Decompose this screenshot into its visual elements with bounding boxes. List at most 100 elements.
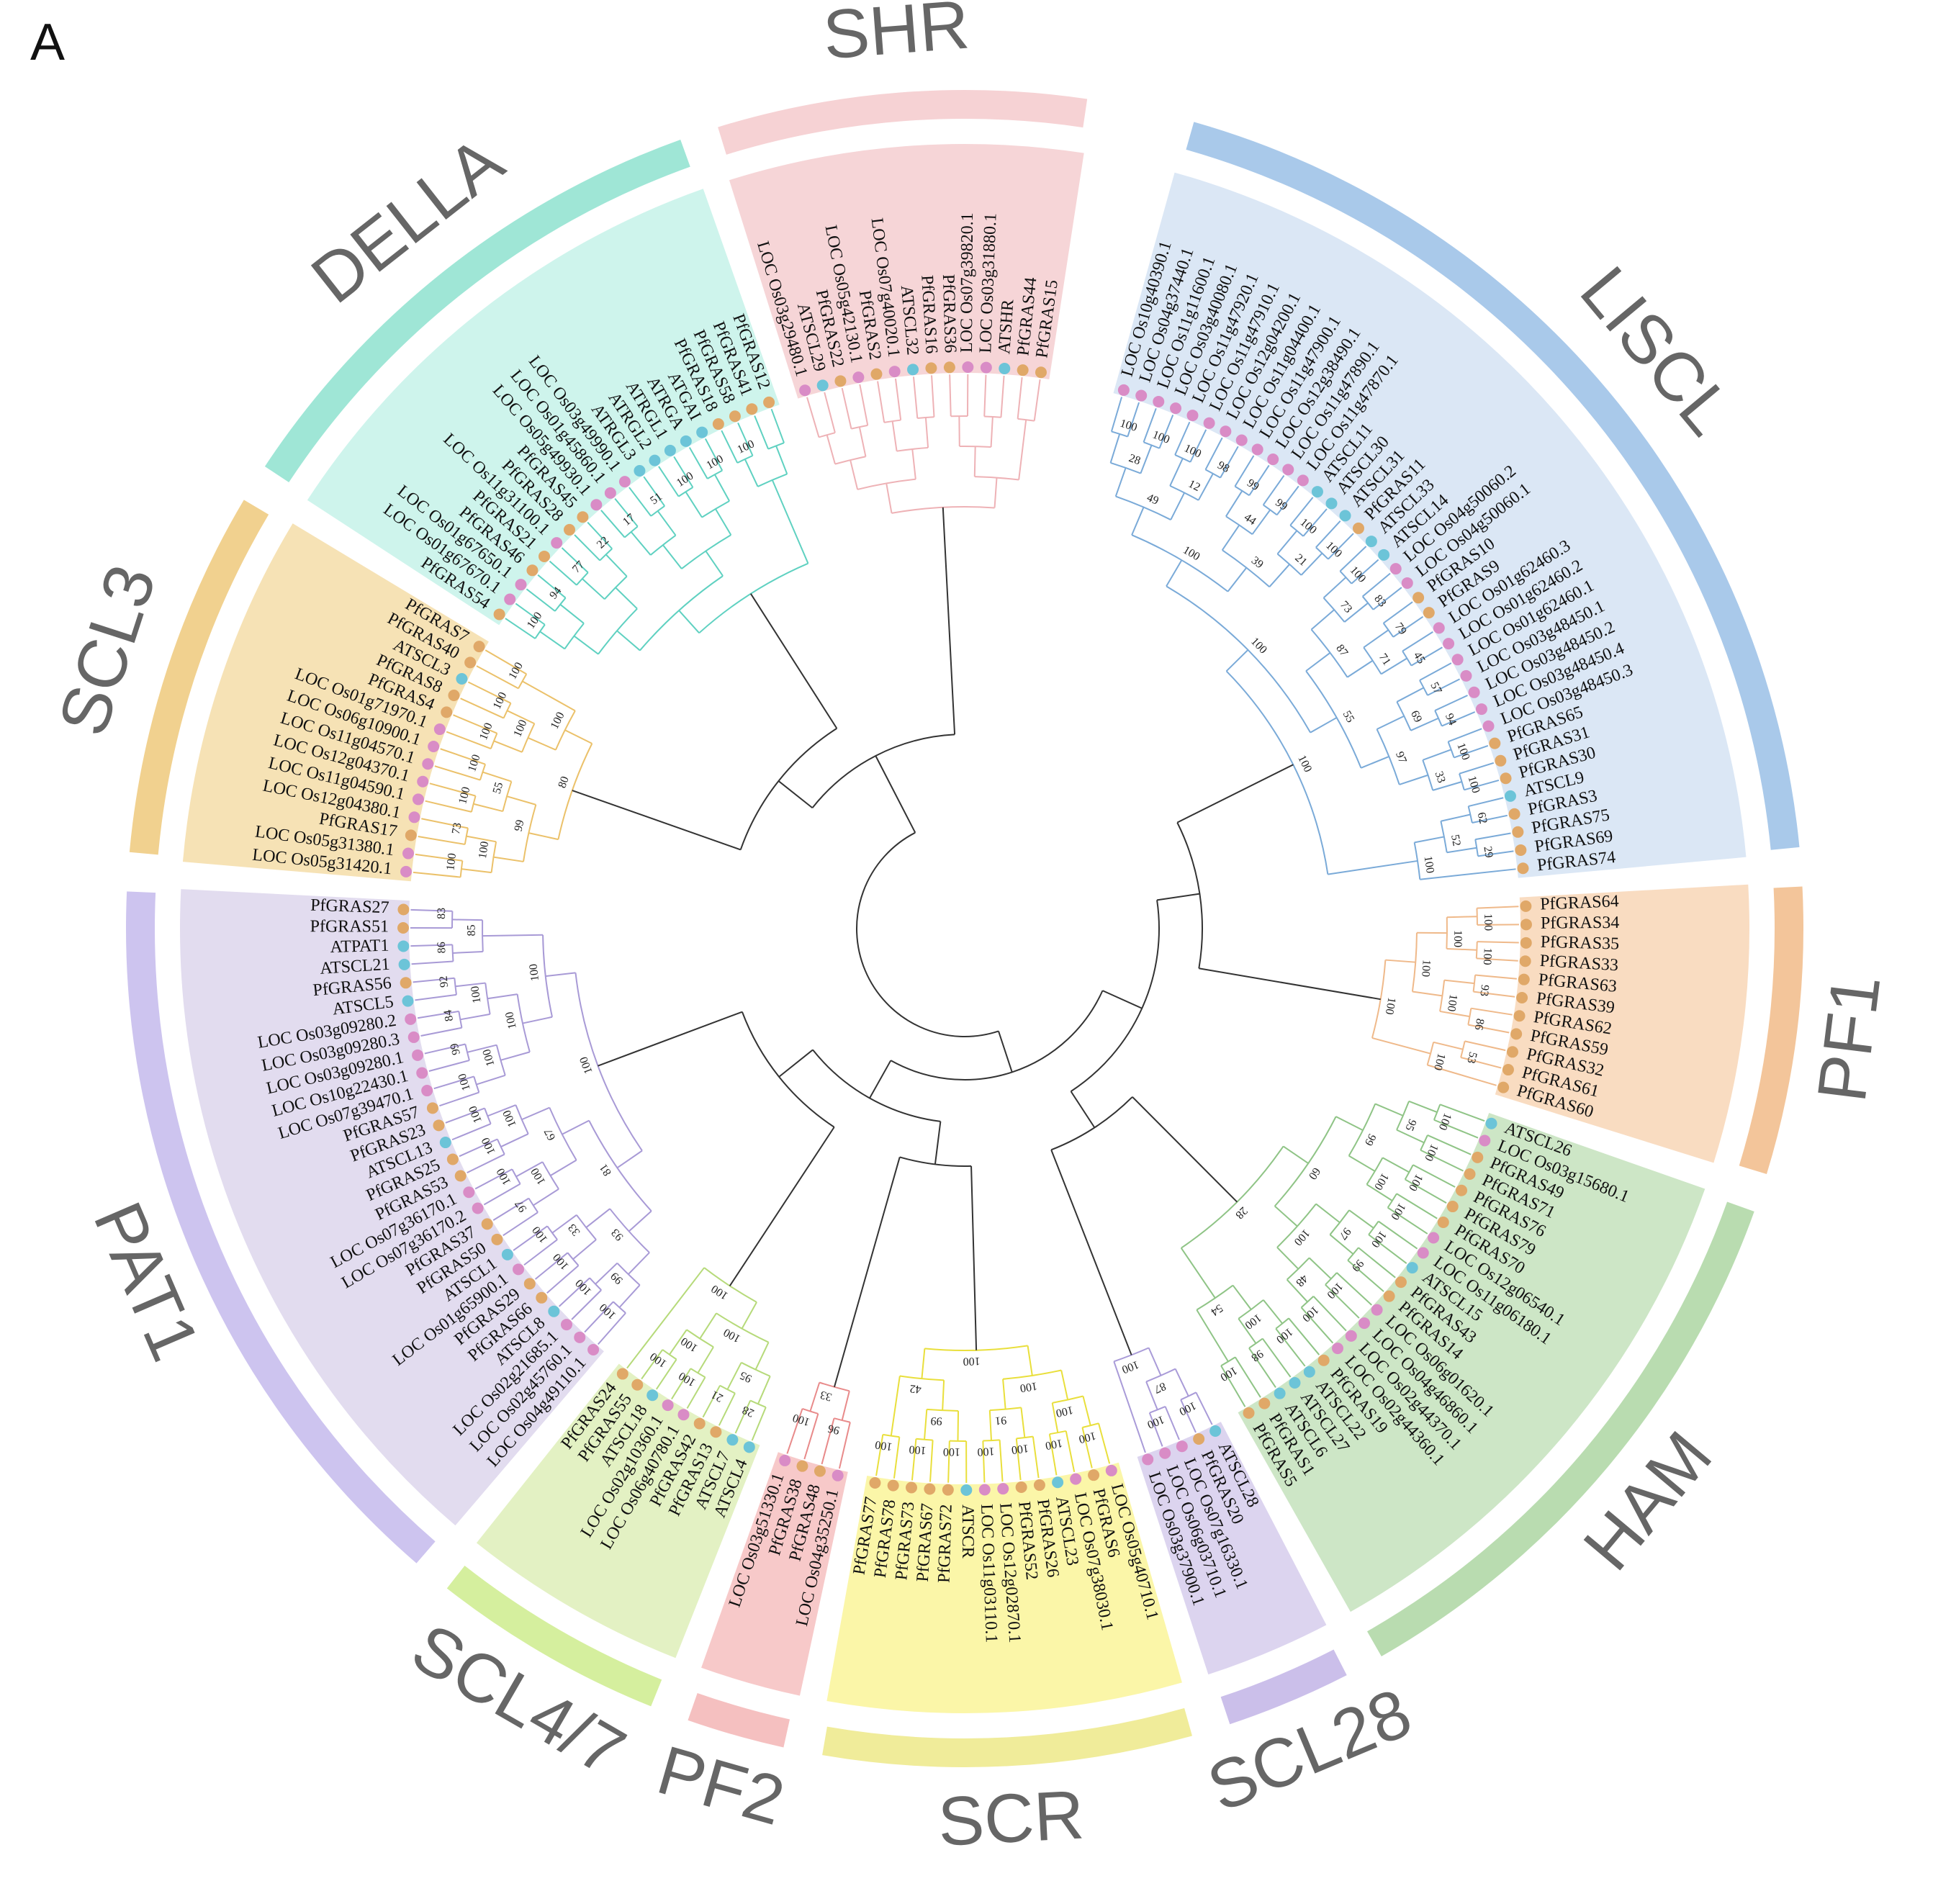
branch [662,1349,677,1361]
branch [1464,1040,1506,1052]
clade-background-scl4-7 [476,1363,760,1659]
species-dot [1518,973,1530,985]
branch [1248,1348,1276,1388]
clade-ring-scl4-7 [446,1566,662,1707]
species-dot [1512,826,1524,838]
clade-ring-pf1 [1739,886,1803,1175]
bootstrap-value: 85 [466,924,478,936]
branch [741,1301,757,1330]
bootstrap-value: 33 [566,1222,582,1238]
bootstrap-value: 28 [741,1404,756,1420]
species-dot [1497,1081,1510,1093]
species-dot [574,1331,586,1343]
species-dot [1015,1481,1027,1494]
branch [1329,1234,1354,1255]
branch [1477,906,1519,909]
species-dot [869,1476,881,1489]
bootstrap-value: 100 [577,1055,595,1075]
species-dot [1520,900,1532,912]
leaf-label: PfGRAS27 [310,896,389,918]
branch [1000,375,1005,418]
species-dot [816,379,829,392]
branch [492,1197,530,1221]
leaf-label: PfGRAS36 [939,274,960,353]
species-dot [1502,1064,1514,1076]
branch [546,1225,558,1240]
branch [1248,464,1270,496]
species-dot [1017,364,1029,376]
branch [614,497,639,528]
clade-background-shr [729,144,1084,399]
branch [1300,1296,1315,1309]
branch [741,1361,771,1377]
branch [550,1159,577,1177]
bootstrap-value: 55 [491,781,506,795]
branch [1439,1104,1485,1122]
species-dot [1401,577,1413,589]
branch [1433,1119,1479,1139]
species-dot [1052,1476,1064,1489]
backbone-branch [875,755,916,834]
branch [1339,546,1367,572]
branch [1204,437,1223,470]
bootstrap-value: 71 [1376,651,1393,668]
branch [526,588,556,612]
branch [1262,1337,1292,1378]
clade-name-scl3: SCL3 [44,556,171,744]
branch [1170,492,1186,520]
species-dot [1451,654,1464,666]
species-dot [888,366,901,378]
branch [1459,762,1495,775]
backbone-branch [856,831,999,1037]
species-dot [616,1368,628,1380]
bootstrap-value: 100 [1445,993,1459,1012]
branch [1362,572,1391,597]
branch [411,960,454,965]
branch [518,673,528,689]
branch [1358,1247,1396,1278]
branch [973,446,976,477]
bootstrap-value: 91 [994,1414,1006,1427]
bootstrap-value: 100 [909,1443,927,1456]
branch [473,1076,480,1093]
branch [539,631,565,650]
branch [1325,1272,1338,1286]
branch [1276,553,1302,576]
branch [896,446,929,452]
species-dot [551,537,563,549]
bootstrap-value: 100 [1019,1379,1038,1394]
branch [487,993,518,1000]
branch [1189,429,1207,463]
species-dot [397,940,410,952]
branch [858,426,867,457]
branch [483,1183,521,1206]
branch [597,1312,626,1345]
species-dot [463,1186,475,1199]
bootstrap-value: 22 [595,534,611,551]
backbone-branch [833,1157,901,1388]
species-dot [1170,402,1182,415]
branch [757,1376,771,1404]
branch [542,934,553,1017]
species-dot [712,418,724,430]
branch [641,1349,664,1380]
branch [988,1410,992,1441]
species-dot [662,1399,674,1412]
species-dot [1383,1290,1395,1302]
bootstrap-value: 48 [1294,1272,1310,1289]
branch [467,1044,497,1053]
branch [929,1440,934,1482]
branch [490,733,498,749]
branch [467,681,511,704]
branch [613,1301,626,1314]
species-dot [997,1483,1009,1495]
bootstrap-value: 100 [511,718,529,739]
bootstrap-value: 73 [1338,599,1354,615]
branch [1238,1299,1264,1319]
species-dot [1220,425,1232,438]
branch [754,415,770,450]
clade-ring-layer [125,89,1803,1767]
bootstrap-value: 100 [721,1326,742,1345]
bootstrap-value: 60 [1306,1165,1323,1182]
branch [737,422,754,456]
